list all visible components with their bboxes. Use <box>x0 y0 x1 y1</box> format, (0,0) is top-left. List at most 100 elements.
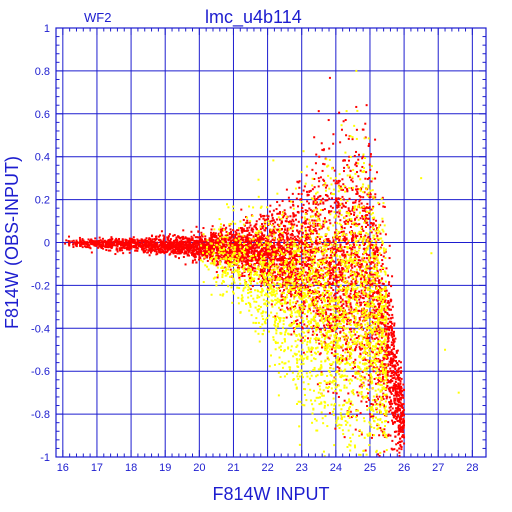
point-red <box>137 239 140 242</box>
point-red <box>214 241 217 244</box>
point-red <box>350 305 353 308</box>
point-red <box>349 302 352 305</box>
point-red <box>376 269 379 272</box>
point-red <box>359 412 362 415</box>
point-red <box>272 250 275 253</box>
point-red <box>167 245 170 248</box>
point-red <box>380 314 383 317</box>
point-red <box>176 252 179 255</box>
point-red <box>278 244 281 247</box>
point-red <box>209 255 212 258</box>
point-red <box>307 285 310 288</box>
point-red <box>340 304 343 307</box>
point-red <box>276 282 279 285</box>
point-red <box>390 357 393 360</box>
point-red <box>142 248 145 251</box>
point-red <box>371 244 374 247</box>
point-red <box>375 219 378 222</box>
point-red <box>385 387 388 390</box>
point-red <box>381 431 384 434</box>
point-red <box>240 252 243 255</box>
point-red <box>295 197 298 200</box>
point-red <box>293 330 296 333</box>
point-red <box>319 319 322 322</box>
point-red <box>253 244 256 247</box>
point-red <box>196 246 199 249</box>
point-red <box>189 241 192 244</box>
point-red <box>347 295 350 298</box>
point-red <box>197 236 200 239</box>
point-red <box>283 214 286 217</box>
point-red <box>246 233 249 236</box>
point-red <box>328 281 331 284</box>
point-red <box>204 240 207 243</box>
point-red <box>263 229 266 232</box>
point-red <box>163 242 166 245</box>
point-red <box>382 358 385 361</box>
point-red <box>231 233 234 236</box>
point-red <box>381 379 384 382</box>
point-red <box>288 272 291 275</box>
point-red <box>309 224 312 227</box>
point-red <box>341 253 344 256</box>
point-red <box>262 270 265 273</box>
point-red <box>178 245 181 248</box>
point-red <box>246 255 249 258</box>
point-red <box>276 228 279 231</box>
point-red <box>286 227 289 230</box>
point-red <box>321 148 324 151</box>
point-red <box>306 218 309 221</box>
point-red <box>394 367 397 370</box>
point-red <box>230 235 233 238</box>
point-red <box>390 329 393 332</box>
point-red <box>380 315 383 318</box>
point-red <box>267 217 270 220</box>
point-red <box>342 307 345 310</box>
point-red <box>359 348 362 351</box>
point-red <box>289 206 292 209</box>
point-red <box>367 374 370 377</box>
point-red <box>365 314 368 317</box>
point-red <box>238 259 241 262</box>
point-red <box>313 136 316 139</box>
point-red <box>203 245 206 248</box>
point-red <box>345 340 348 343</box>
point-red <box>389 370 392 373</box>
point-red <box>68 240 71 243</box>
point-red <box>98 236 101 239</box>
point-red <box>349 410 352 413</box>
point-red <box>235 243 238 246</box>
point-red <box>389 362 392 365</box>
point-red <box>383 323 386 326</box>
point-red <box>296 281 299 284</box>
point-red <box>357 309 360 312</box>
point-red <box>378 350 381 353</box>
point-red <box>169 242 172 245</box>
point-red <box>355 251 358 254</box>
point-red <box>107 239 110 242</box>
point-red <box>281 236 284 239</box>
point-red <box>361 347 364 350</box>
point-red <box>327 299 330 302</box>
point-red <box>393 397 396 400</box>
point-red <box>387 317 390 320</box>
point-red <box>220 245 223 248</box>
point-red <box>368 267 371 270</box>
point-red <box>270 255 273 258</box>
point-red <box>252 243 255 246</box>
point-red <box>224 237 227 240</box>
point-red <box>121 249 124 252</box>
point-red <box>325 383 328 386</box>
point-red <box>195 225 198 228</box>
point-red <box>371 224 374 227</box>
point-red <box>372 370 375 373</box>
point-red <box>392 347 395 350</box>
point-red <box>150 250 153 253</box>
point-red <box>136 239 139 242</box>
point-red <box>285 263 288 266</box>
point-red <box>277 249 280 252</box>
point-red <box>304 237 307 240</box>
point-red <box>399 419 402 422</box>
point-red <box>336 211 339 214</box>
point-red <box>163 235 166 238</box>
